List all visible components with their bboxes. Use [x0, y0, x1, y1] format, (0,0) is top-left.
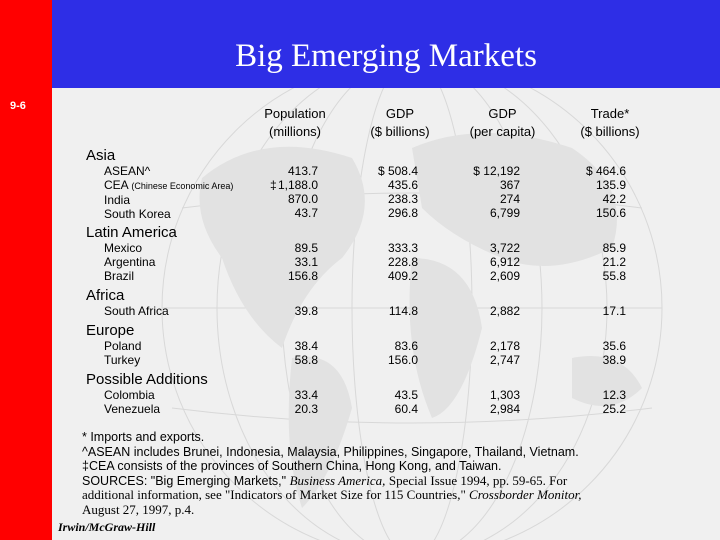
africa-population-col: 39.8: [294, 304, 318, 318]
region-europe: Europe: [86, 322, 135, 339]
slide-number: 9-6: [10, 100, 26, 112]
latam-gdp-col: 333.3 228.8 409.2: [387, 241, 418, 283]
cea-dagger-mark: ‡: [270, 178, 277, 192]
europe-country-list: Poland Turkey: [104, 339, 141, 367]
note-sources-line2: additional information, see "Indicators …: [82, 487, 582, 502]
latam-gdp-pc-col: 3,722 6,912 2,609: [489, 241, 520, 283]
latam-trade-col: 85.9 21.2 55.8: [602, 241, 626, 283]
country-label: Venezuela: [104, 402, 161, 416]
note-imports: * Imports and exports.: [82, 430, 205, 444]
note-asean: ^ASEAN includes Brunei, Indonesia, Malay…: [82, 444, 579, 459]
asia-trade-col: $ 464.6 135.9 42.2 150.6: [585, 164, 626, 220]
additions-gdp-col: 43.5 60.4: [394, 388, 418, 416]
additions-country-list: Colombia Venezuela: [104, 388, 160, 416]
left-accent-bar: [0, 0, 52, 540]
country-label: Turkey: [104, 353, 141, 367]
africa-trade-col: 17.1: [602, 304, 626, 318]
region-asia: Asia: [86, 147, 116, 164]
region-latin-america: Latin America: [86, 224, 177, 241]
africa-gdp-col: 114.8: [388, 304, 418, 318]
asia-gdp-col: $ 508.4 435.6 238.3 296.8: [377, 164, 418, 220]
header-gdp-per-capita: GDP (per capita): [469, 106, 536, 139]
note-sources: SOURCES: "Big Emerging Markets," Busines…: [82, 472, 568, 488]
country-label: India: [104, 193, 131, 207]
europe-gdp-col: 83.6 156.0: [387, 339, 418, 367]
country-label: CEA (Chinese Economic Area): [104, 178, 234, 192]
country-label: Argentina: [104, 255, 156, 269]
additions-trade-col: 12.3 25.2: [602, 388, 626, 416]
africa-gdp-pc-col: 2,882: [489, 304, 520, 318]
publisher-credit: Irwin/McGraw-Hill: [58, 520, 156, 534]
latam-country-list: Mexico Argentina Brazil: [104, 241, 155, 283]
world-globe-background: [161, 88, 663, 540]
asia-population-col: 413.7 1,188.0 870.0 43.7: [277, 164, 318, 220]
slide-title: Big Emerging Markets: [235, 38, 537, 74]
header-gdp: GDP ($ billions): [370, 106, 430, 139]
content-panel: [52, 88, 720, 540]
asia-gdp-pc-col: $ 12,192 367 274 6,799: [473, 164, 520, 220]
additions-population-col: 33.4 20.3: [294, 388, 318, 416]
europe-trade-col: 35.6 38.9: [602, 339, 626, 367]
additions-gdp-pc-col: 1,303 2,984: [489, 388, 520, 416]
africa-country-list: South Africa: [104, 304, 169, 318]
footnotes: * Imports and exports. ^ASEAN includes B…: [82, 430, 582, 517]
note-cea: ‡CEA consists of the provinces of Southe…: [82, 459, 502, 473]
country-label: Mexico: [104, 241, 143, 255]
country-label: Brazil: [104, 269, 135, 283]
country-label: Poland: [104, 339, 142, 353]
country-label: South Korea: [104, 207, 171, 221]
country-label: ASEAN^: [104, 164, 151, 178]
country-label: South Africa: [104, 304, 169, 318]
header-population: Population (millions): [264, 106, 326, 139]
latam-population-col: 89.5 33.1 156.8: [287, 241, 318, 283]
asia-country-list: ASEAN^ CEA (Chinese Economic Area) India…: [104, 164, 233, 221]
header-trade: Trade* ($ billions): [580, 106, 640, 139]
note-sources-line3: August 27, 1997, p.4.: [82, 501, 195, 517]
region-possible-additions: Possible Additions: [86, 371, 208, 388]
title-bar: [52, 0, 720, 88]
country-label: Colombia: [104, 388, 155, 402]
region-africa: Africa: [86, 287, 125, 304]
europe-population-col: 38.4 58.8: [294, 339, 318, 367]
europe-gdp-pc-col: 2,178 2,747: [489, 339, 520, 367]
